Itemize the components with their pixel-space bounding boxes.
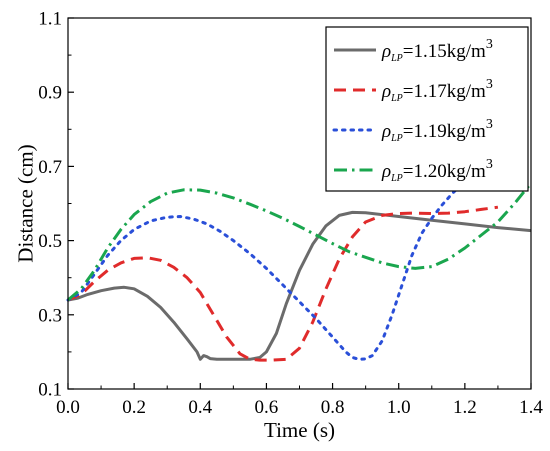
y-tick-label: 0.5 [38,231,62,252]
legend-unit-power: 3 [486,157,493,172]
y-tick-label: 0.3 [38,305,62,326]
x-tick-label: 0.4 [188,397,212,418]
series-line-3 [66,179,467,361]
ticks-layer: 0.0 0.2 0.4 0.6 0.8 1.0 1.2 1.4 0.1 0.3 0.5 0.7 0.9 1… [38,9,543,419]
legend-symbol: ρ [381,121,391,142]
y-tick-label: 0.1 [38,380,62,401]
y-tick-label: 0.9 [38,83,62,104]
series-line-4 [67,182,533,302]
legend-unit-power: 3 [486,77,493,92]
legend-symbol: ρ [381,41,391,62]
legend-value: =1.15 [403,41,447,62]
legend-unit-power: 3 [486,37,493,52]
legend-unit: kg/m [447,81,486,102]
legend-box [325,26,529,192]
x-tick-label: 0.2 [122,397,146,418]
x-tick-label: 0.0 [56,397,80,418]
series-line-1 [67,210,532,361]
legend-label-3: ρLP=1.19kg/m3 [381,117,493,144]
legend-value: =1.17 [403,81,447,102]
legend-unit: kg/m [447,121,486,142]
legend-label-2: ρLP=1.17kg/m3 [381,77,493,104]
legend-value: =1.19 [403,121,447,142]
legend-label-1: ρLP=1.15kg/m3 [381,37,493,64]
legend-subscript: LP [390,133,403,144]
x-axis-title: Time (s) [264,418,335,442]
series-line-2 [67,205,499,362]
x-tick-label: 1.2 [453,397,477,418]
y-tick-label: 0.7 [38,157,62,178]
legend-unit: kg/m [447,41,486,62]
series-layer [66,179,533,362]
x-tick-label: 0.6 [255,397,279,418]
legend-value: =1.20 [403,161,447,182]
legend: ρLP=1.15kg/m3ρLP=1.17kg/m3ρLP=1.19kg/m3ρ… [325,26,529,192]
y-axis-title: Distance (cm) [13,144,37,262]
legend-unit: kg/m [447,161,486,182]
x-tick-label: 1.4 [519,397,543,418]
x-tick-label: 0.8 [321,397,345,418]
y-tick-label: 1.1 [38,9,62,30]
legend-label-4: ρLP=1.20kg/m3 [381,157,493,184]
legend-subscript: LP [390,53,403,64]
x-tick-label: 1.0 [387,397,411,418]
legend-symbol: ρ [381,81,391,102]
legend-unit-power: 3 [486,117,493,132]
legend-symbol: ρ [381,161,391,182]
legend-subscript: LP [390,93,403,104]
legend-subscript: LP [390,173,403,184]
